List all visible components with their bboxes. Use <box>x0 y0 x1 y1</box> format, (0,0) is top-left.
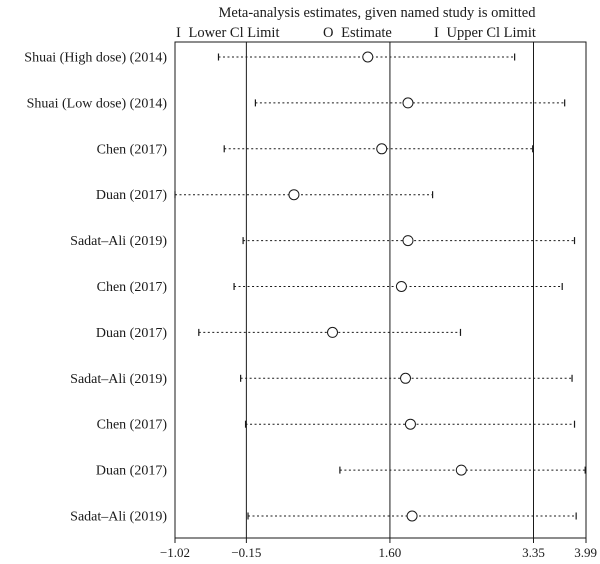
estimate-marker <box>402 235 414 247</box>
estimate-marker <box>400 372 412 384</box>
study-label: Sadat–Ali (2019) <box>70 234 167 249</box>
estimate-marker <box>288 189 300 201</box>
study-label: Chen (2017) <box>97 142 168 157</box>
legend-estimate-label: Estimate <box>341 25 392 41</box>
study-row: Sadat–Ali (2019) <box>70 510 577 525</box>
estimate-marker <box>376 143 388 155</box>
study-label: Sadat–Ali (2019) <box>70 372 167 387</box>
estimate-marker <box>455 464 467 476</box>
study-row: Duan (2017) <box>96 188 434 203</box>
study-row: Shuai (Low dose) (2014) <box>27 96 566 111</box>
chart-title: Meta-analysis estimates, given named stu… <box>219 5 537 21</box>
study-row: Chen (2017) <box>97 142 534 157</box>
study-label: Sadat–Ali (2019) <box>70 510 167 525</box>
legend-upper-ci: I Upper Cl Limit <box>434 25 536 41</box>
plot-frame <box>174 41 587 539</box>
study-rows: Shuai (High dose) (2014) Shuai (Low dose)… <box>24 51 586 525</box>
estimate-marker <box>406 510 418 522</box>
legend-lower-ci: I Lower Cl Limit <box>176 25 279 41</box>
study-row: Duan (2017) <box>96 326 462 341</box>
study-row: Chen (2017) <box>97 280 563 295</box>
legend-estimate-symbol: O <box>323 25 333 41</box>
x-tick-label: −1.02 <box>160 545 190 560</box>
legend-upper-ci-symbol: I <box>434 25 439 41</box>
study-label: Duan (2017) <box>96 188 167 203</box>
study-label: Shuai (High dose) (2014) <box>24 51 167 66</box>
study-row: Chen (2017) <box>97 418 576 433</box>
x-tick-label: 3.99 <box>574 545 597 560</box>
estimate-marker <box>362 51 374 63</box>
estimate-marker <box>402 97 414 109</box>
x-tick-label: 1.60 <box>379 545 402 560</box>
legend: I Lower Cl Limit O Estimate I Upper Cl L… <box>176 25 536 41</box>
legend-estimate: O Estimate <box>323 25 392 41</box>
legend-lower-ci-symbol: I <box>176 25 181 41</box>
study-label: Chen (2017) <box>97 280 168 295</box>
study-label: Duan (2017) <box>96 464 167 479</box>
reference-lines <box>245 42 534 538</box>
study-label: Duan (2017) <box>96 326 167 341</box>
x-axis: −1.02 −0.15 1.60 3.35 3.99 <box>160 538 597 560</box>
study-row: Duan (2017) <box>96 464 586 479</box>
legend-lower-ci-label: Lower Cl Limit <box>188 25 279 41</box>
estimate-marker <box>327 326 339 338</box>
legend-upper-ci-label: Upper Cl Limit <box>446 25 535 41</box>
study-label: Chen (2017) <box>97 418 168 433</box>
estimate-marker <box>395 281 407 292</box>
x-tick-label: 3.35 <box>522 545 545 560</box>
study-row: Sadat–Ali (2019) <box>70 234 576 249</box>
x-tick-label: −0.15 <box>231 545 261 560</box>
study-row: Sadat–Ali (2019) <box>70 372 573 387</box>
study-label: Shuai (Low dose) (2014) <box>27 96 168 111</box>
estimate-marker <box>404 418 416 430</box>
study-row: Shuai (High dose) (2014) <box>24 51 516 66</box>
